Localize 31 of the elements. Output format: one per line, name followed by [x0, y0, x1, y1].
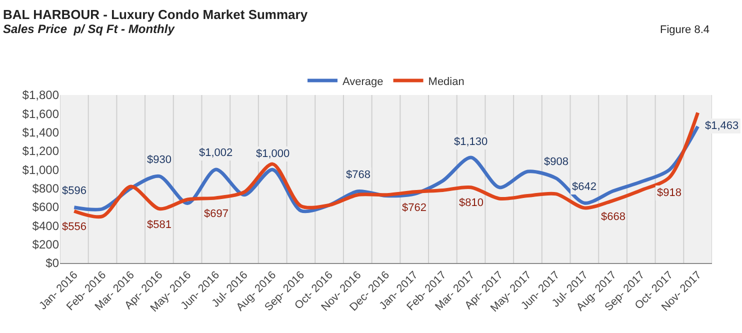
data-label: $810 [459, 197, 484, 209]
data-label: $642 [572, 181, 596, 193]
data-label: $697 [204, 208, 228, 220]
y-tick-label: $1,800 [22, 88, 60, 102]
data-label: $556 [62, 221, 86, 233]
chart-subtitle: Sales Price p/ Sq Ft - Monthly [3, 22, 176, 36]
caption: Figure 8.4 [660, 24, 710, 36]
data-label: $581 [147, 219, 172, 231]
data-label: $930 [147, 154, 172, 166]
legend-label: Median [428, 76, 464, 88]
chart-title: BAL HARBOUR - Luxury Condo Market Summary [3, 7, 308, 22]
data-label: $596 [62, 185, 86, 197]
data-label: $762 [402, 202, 426, 214]
data-label: $1,463 [705, 120, 739, 132]
data-label: $908 [544, 156, 568, 168]
y-tick-label: $1,400 [22, 126, 60, 140]
y-tick-label: $400 [32, 218, 60, 233]
y-tick-label: $1,200 [22, 144, 60, 158]
y-tick-label: $200 [32, 238, 60, 252]
data-label: $1,002 [199, 147, 233, 159]
y-tick-label: $0 [46, 256, 60, 270]
legend-label: Average [342, 76, 384, 88]
data-label: $918 [657, 187, 682, 199]
y-tick-label: $1,600 [22, 106, 60, 121]
data-label: $1,000 [256, 148, 290, 160]
y-tick-label: $800 [32, 182, 60, 196]
data-label: $1,130 [454, 136, 488, 148]
data-label: $668 [601, 211, 626, 223]
y-tick-label: $1,000 [22, 162, 60, 177]
data-label: $768 [346, 169, 370, 181]
y-tick-label: $600 [32, 200, 60, 214]
